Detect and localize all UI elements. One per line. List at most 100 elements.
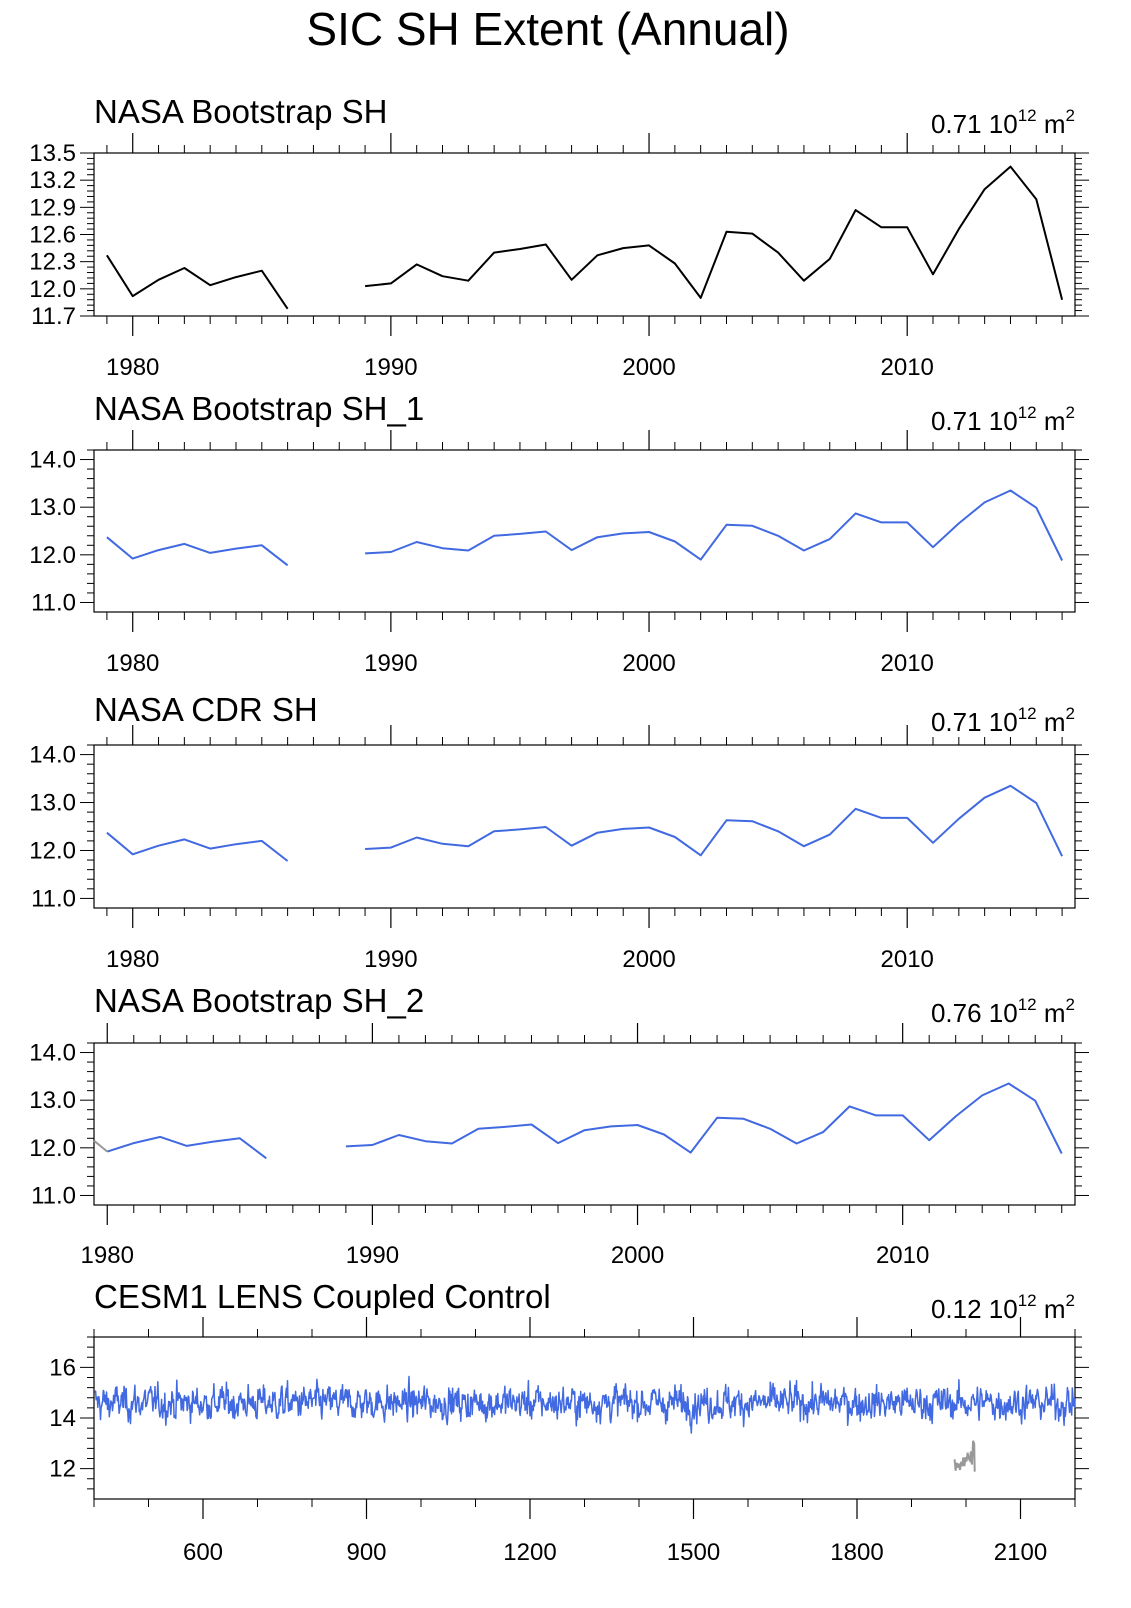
y-tick-label: 11.0 bbox=[31, 589, 76, 616]
y-tick-label: 11.0 bbox=[31, 1182, 76, 1209]
y-tick-label: 16 bbox=[49, 1354, 76, 1381]
y-tick-label: 14.0 bbox=[29, 447, 76, 474]
stat-part: 10 bbox=[989, 406, 1018, 436]
x-tick-label: 2000 bbox=[622, 354, 675, 381]
stat-part: 12 bbox=[1018, 704, 1037, 723]
plot-frame bbox=[93, 1042, 1076, 1206]
panel-4: NASA Bootstrap SH_2 0.76 1012 m2 1980 1990 2… bbox=[29, 982, 1089, 1269]
x-tick-label: 1200 bbox=[503, 1539, 556, 1566]
x-tick-label: 1980 bbox=[106, 650, 159, 677]
x-tick-label: 2000 bbox=[622, 946, 675, 973]
stat-part: 0.76 bbox=[931, 998, 989, 1028]
stat-part: 2 bbox=[1066, 106, 1075, 125]
panel-stat: 0.76 1012 m2 bbox=[931, 995, 1075, 1028]
stat-part: 10 bbox=[989, 707, 1018, 737]
x-tick-label: 2100 bbox=[994, 1539, 1047, 1566]
y-tick-label: 12.0 bbox=[29, 276, 76, 303]
stat-part: m bbox=[1037, 998, 1066, 1028]
series-line bbox=[94, 1375, 1076, 1434]
x-tick-label: 2010 bbox=[881, 354, 934, 381]
panel-stat: 0.71 1012 m2 bbox=[931, 704, 1075, 737]
stat-part: 12 bbox=[1018, 106, 1037, 125]
x-tick-label: 900 bbox=[346, 1539, 386, 1566]
x-tick-label: 1980 bbox=[106, 946, 159, 973]
x-tick-label: 600 bbox=[183, 1539, 223, 1566]
stat-part: 10 bbox=[989, 1294, 1018, 1324]
y-tick-label: 14.0 bbox=[29, 1040, 76, 1067]
stat-part: 12 bbox=[1018, 995, 1037, 1014]
x-tick-label: 1800 bbox=[830, 1539, 883, 1566]
stat-part: 2 bbox=[1066, 1291, 1075, 1310]
y-tick-label: 14.0 bbox=[29, 742, 76, 769]
series-line-prefix bbox=[93, 1139, 108, 1153]
x-tick-label: 1990 bbox=[364, 354, 417, 381]
panel-title: NASA Bootstrap SH_1 bbox=[94, 390, 424, 427]
panel-1: NASA Bootstrap SH 0.71 1012 m2 1980 1990 200… bbox=[29, 93, 1089, 381]
panel-stat: 0.12 1012 m2 bbox=[931, 1291, 1075, 1324]
stat-part: 2 bbox=[1066, 403, 1075, 422]
x-tick-label: 1990 bbox=[364, 946, 417, 973]
stat-part: 0.71 bbox=[931, 406, 989, 436]
panel-3: NASA CDR SH 0.71 1012 m2 1980 1990 2000 2010 1… bbox=[29, 691, 1089, 973]
x-tick-label: 1980 bbox=[106, 354, 159, 381]
stat-part: 12 bbox=[1018, 403, 1037, 422]
y-tick-label: 12.0 bbox=[29, 542, 76, 569]
panel-2: NASA Bootstrap SH_1 0.71 1012 m2 1980 1990 2… bbox=[29, 390, 1089, 677]
panel-title: NASA Bootstrap SH_2 bbox=[94, 982, 424, 1019]
x-tick-label: 1980 bbox=[81, 1242, 134, 1269]
y-tick-label: 12.3 bbox=[29, 249, 76, 276]
y-tick-label: 13.0 bbox=[29, 494, 76, 521]
stat-part: 10 bbox=[989, 998, 1018, 1028]
y-tick-label: 12.9 bbox=[29, 194, 76, 221]
series-line bbox=[106, 831, 289, 862]
y-tick-label: 12.0 bbox=[29, 837, 76, 864]
x-tick-label: 2000 bbox=[611, 1242, 664, 1269]
y-tick-label: 11.7 bbox=[31, 303, 76, 330]
x-tick-label: 1500 bbox=[667, 1539, 720, 1566]
stat-part: m bbox=[1037, 707, 1066, 737]
stat-part: 2 bbox=[1066, 704, 1075, 723]
x-tick-label: 1990 bbox=[364, 650, 417, 677]
series-line bbox=[106, 536, 289, 567]
panel-5: CESM1 LENS Coupled Control 0.12 1012 m260… bbox=[49, 1278, 1089, 1566]
plot-frame bbox=[93, 449, 1076, 613]
plot-frame bbox=[93, 1336, 1076, 1500]
y-tick-label: 12.0 bbox=[29, 1135, 76, 1162]
stat-part: m bbox=[1037, 109, 1066, 139]
stat-part: m bbox=[1037, 406, 1066, 436]
y-tick-label: 13.5 bbox=[29, 140, 76, 167]
panel-stat: 0.71 1012 m2 bbox=[931, 403, 1075, 436]
stat-part: m bbox=[1037, 1294, 1066, 1324]
y-tick-label: 12 bbox=[49, 1456, 76, 1483]
y-tick-label: 12.6 bbox=[29, 222, 76, 249]
stat-part: 10 bbox=[989, 109, 1018, 139]
x-tick-label: 2000 bbox=[622, 650, 675, 677]
y-tick-label: 14 bbox=[49, 1405, 76, 1432]
y-tick-label: 13.0 bbox=[29, 790, 76, 817]
panel-stat: 0.71 1012 m2 bbox=[931, 106, 1075, 139]
y-tick-label: 13.2 bbox=[29, 167, 76, 194]
series-line bbox=[365, 489, 1063, 561]
y-tick-label: 13.0 bbox=[29, 1087, 76, 1114]
x-tick-label: 2010 bbox=[881, 946, 934, 973]
series-line bbox=[364, 165, 1064, 300]
series-line bbox=[106, 1135, 267, 1160]
series-line bbox=[106, 254, 289, 310]
panel-title: CESM1 LENS Coupled Control bbox=[94, 1278, 551, 1315]
stat-part: 12 bbox=[1018, 1291, 1037, 1310]
series-line bbox=[365, 784, 1063, 857]
figure-title: SIC SH Extent (Annual) bbox=[306, 3, 789, 55]
plot-frame bbox=[93, 744, 1076, 909]
stat-part: 0.71 bbox=[931, 707, 989, 737]
x-tick-label: 1990 bbox=[346, 1242, 399, 1269]
panel-title: NASA CDR SH bbox=[94, 691, 318, 728]
stat-part: 2 bbox=[1066, 995, 1075, 1014]
panel-title: NASA Bootstrap SH bbox=[94, 93, 387, 130]
stat-part: 0.12 bbox=[931, 1294, 989, 1324]
x-tick-label: 2010 bbox=[881, 650, 934, 677]
x-tick-label: 2010 bbox=[876, 1242, 929, 1269]
plot-frame bbox=[93, 152, 1076, 317]
series-line bbox=[345, 1082, 1063, 1154]
y-tick-label: 11.0 bbox=[31, 885, 76, 912]
